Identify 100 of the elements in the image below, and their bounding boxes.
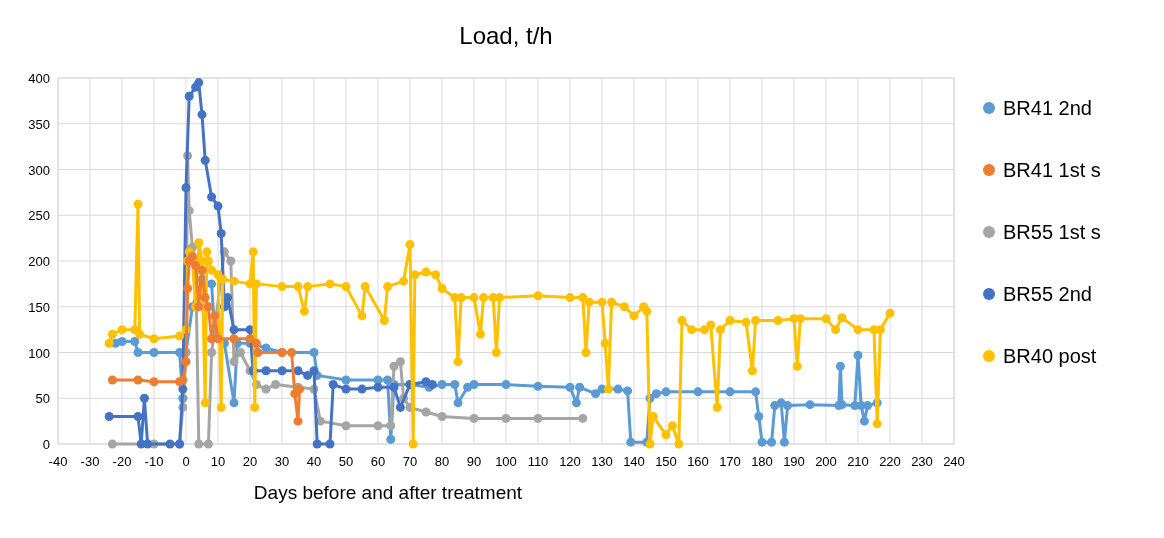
legend-label: BR41 2nd (1003, 97, 1092, 119)
x-tick-label: 190 (783, 454, 805, 469)
point (213, 334, 223, 344)
point (181, 183, 191, 193)
x-tick-label: 110 (527, 454, 549, 469)
point (165, 439, 175, 449)
point (213, 201, 223, 211)
point (107, 439, 117, 449)
x-tick-label: -30 (80, 454, 100, 469)
point (187, 251, 197, 261)
point (287, 348, 297, 357)
point (271, 380, 281, 390)
x-tick-label: -40 (48, 454, 68, 469)
y-tick-label: 100 (28, 345, 50, 361)
point (184, 91, 194, 101)
point (197, 110, 207, 120)
x-tick-label: 150 (655, 454, 677, 469)
point (200, 293, 210, 303)
y-tick-label: 200 (28, 254, 50, 269)
y-tick-label: 250 (28, 208, 50, 224)
point (395, 402, 405, 412)
point (194, 78, 204, 88)
point (253, 348, 263, 357)
point (229, 325, 239, 335)
x-tick-label: 200 (815, 454, 837, 469)
x-tick-label: 160 (687, 454, 709, 469)
y-tick-label: 300 (28, 162, 50, 178)
point (421, 407, 431, 417)
x-tick-label: 70 (402, 454, 418, 469)
x-tick-label: 240 (943, 454, 965, 469)
x-tick-label: 210 (847, 454, 869, 469)
legend-label: BR41 1st s (1003, 159, 1101, 181)
x-axis-title: Days before and after treatment (253, 482, 523, 503)
point (229, 357, 239, 367)
point (261, 384, 271, 394)
x-tick-label: 120 (559, 454, 581, 469)
point (143, 439, 153, 449)
point (133, 375, 143, 385)
point (309, 366, 319, 376)
point (389, 361, 399, 371)
point (341, 421, 351, 431)
point (181, 357, 191, 367)
point (357, 384, 367, 394)
y-tick-label: 50 (35, 391, 50, 407)
point (107, 375, 117, 385)
y-tick-label: 350 (28, 116, 50, 132)
point (386, 421, 396, 431)
point (104, 412, 114, 422)
point (235, 348, 245, 357)
point (395, 357, 405, 367)
point (194, 439, 204, 449)
point (341, 384, 351, 394)
y-tick-label: 150 (28, 299, 50, 315)
point (533, 413, 543, 423)
legend-label: BR40 post (1003, 345, 1097, 367)
point (312, 439, 322, 449)
x-tick-label: 90 (466, 454, 482, 469)
point (183, 283, 193, 293)
x-tick-label: 60 (370, 454, 386, 469)
point (178, 384, 188, 394)
point (437, 412, 447, 422)
point (210, 311, 220, 321)
point (245, 334, 255, 344)
point (251, 338, 261, 348)
point (303, 370, 313, 380)
point (373, 421, 383, 431)
point (207, 192, 217, 202)
point (216, 229, 226, 239)
x-tick-label: 100 (495, 454, 517, 469)
point (277, 366, 287, 376)
x-tick-label: 50 (338, 454, 354, 469)
x-tick-label: 140 (623, 454, 645, 469)
legend-label: BR55 1st s (1003, 221, 1101, 243)
point (229, 334, 239, 344)
point (203, 302, 213, 312)
x-tick-label: -20 (112, 454, 132, 469)
x-tick-label: 80 (434, 454, 450, 469)
point (578, 413, 588, 423)
point (226, 256, 236, 266)
point (203, 439, 213, 449)
point (469, 413, 479, 423)
x-tick-label: 230 (911, 454, 933, 469)
x-tick-label: 0 (182, 454, 190, 469)
point (328, 380, 338, 390)
y-tick-label: 400 (28, 71, 50, 86)
x-tick-label: 40 (306, 454, 322, 469)
chart-title: Load, t/h (459, 22, 553, 49)
point (325, 439, 335, 449)
x-tick-label: 170 (719, 454, 741, 469)
point (197, 265, 207, 275)
x-tick-label: 180 (751, 454, 773, 469)
point (139, 393, 149, 403)
y-tick-label: 0 (42, 437, 50, 452)
point (133, 412, 143, 422)
x-tick-label: 130 (591, 454, 613, 469)
legend-label: BR55 2nd (1003, 283, 1092, 305)
point (261, 366, 271, 376)
x-tick-label: 10 (210, 454, 226, 469)
point (200, 155, 210, 165)
x-tick-label: 30 (274, 454, 290, 469)
